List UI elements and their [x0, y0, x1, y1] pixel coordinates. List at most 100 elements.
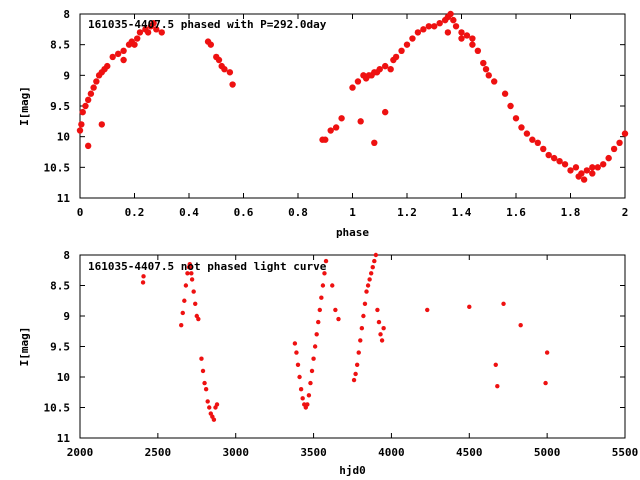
data-point	[469, 35, 476, 42]
data-point	[583, 167, 591, 174]
y-tick-label: 8.5	[50, 39, 70, 52]
data-point	[153, 26, 160, 33]
data-point	[561, 161, 569, 168]
y-tick-label: 11	[57, 432, 71, 445]
data-point	[87, 90, 95, 97]
data-point	[78, 121, 85, 128]
y-tick-label: 10	[57, 131, 70, 144]
data-point	[295, 362, 301, 367]
data-point	[501, 90, 509, 97]
x-tick-label: 3500	[300, 446, 327, 459]
data-point	[322, 136, 329, 143]
data-point	[323, 258, 329, 264]
y-tick-label: 10.5	[44, 161, 71, 174]
data-point	[353, 371, 358, 377]
data-point	[534, 139, 541, 146]
data-point	[150, 20, 157, 27]
data-point	[356, 350, 361, 355]
data-point	[594, 164, 601, 171]
data-point	[134, 35, 141, 42]
data-point	[316, 319, 321, 325]
y-tick-label: 9	[63, 69, 70, 82]
data-point	[79, 108, 86, 116]
data-point	[120, 47, 127, 54]
data-point	[298, 387, 304, 392]
data-point	[319, 295, 324, 300]
x-tick-label: 3000	[222, 446, 249, 459]
data-point	[141, 274, 146, 279]
y-tick-label: 10	[57, 371, 70, 384]
data-point	[333, 307, 338, 313]
data-point	[320, 283, 326, 288]
data-point	[605, 154, 612, 162]
phased-light-curve-panel: 0 0.2 0.4 0.6 0.8 1 1.2 1.4 1.6 1.8 2 8 8.5 9 9.5 10 10.…	[18, 8, 628, 239]
data-point	[600, 161, 607, 168]
data-point	[381, 326, 386, 331]
x-tick-label: 2500	[145, 446, 172, 459]
data-point	[621, 130, 629, 137]
data-point	[300, 396, 305, 401]
data-point	[450, 16, 457, 24]
data-point	[98, 121, 106, 128]
data-point	[221, 66, 228, 73]
y-tick-label: 8	[63, 8, 70, 21]
chart-title: 161035-4407.5 not phased light curve	[88, 260, 327, 273]
x-tick-label: 0.8	[288, 206, 308, 219]
data-point	[436, 20, 443, 27]
data-point	[463, 32, 471, 39]
data-point	[431, 23, 438, 30]
data-point	[189, 277, 195, 282]
data-point	[338, 115, 345, 122]
x-tick-label: 0.6	[234, 206, 254, 219]
x-tick-label: 5000	[534, 446, 561, 459]
data-point	[409, 35, 416, 42]
y-tick-label: 11	[57, 192, 71, 205]
data-point	[376, 319, 382, 325]
data-point	[376, 66, 383, 73]
data-point	[507, 102, 514, 110]
data-point	[305, 402, 310, 407]
x-tick-label: 4500	[456, 446, 483, 459]
data-point	[354, 78, 362, 85]
data-point	[556, 158, 563, 165]
data-point	[104, 62, 111, 70]
chart-title: 161035-4407.5 phased with P=292.0day	[88, 18, 327, 31]
data-point	[392, 53, 400, 61]
data-point	[523, 130, 531, 137]
data-point	[580, 176, 588, 183]
data-point	[336, 316, 341, 322]
data-point	[589, 164, 596, 171]
data-point	[610, 145, 618, 153]
data-point	[372, 258, 377, 264]
data-point	[358, 338, 363, 343]
data-point	[226, 69, 234, 76]
y-tick-label: 9.5	[50, 341, 70, 354]
data-point	[292, 341, 298, 346]
data-point	[203, 387, 209, 392]
data-point	[518, 124, 525, 131]
data-point	[90, 84, 97, 91]
x-axis-label: hjd0	[339, 464, 366, 477]
x-tick-label: 0.2	[125, 206, 145, 219]
data-point	[314, 332, 319, 337]
data-point	[327, 127, 334, 134]
data-point	[312, 344, 318, 349]
data-point	[357, 118, 364, 125]
data-point	[368, 271, 374, 276]
data-point	[136, 29, 144, 36]
data-point	[482, 66, 490, 73]
data-point	[495, 383, 500, 389]
data-point	[205, 399, 210, 404]
plot-frame	[79, 13, 626, 199]
data-point	[131, 41, 138, 48]
data-point	[425, 307, 430, 313]
data-point	[371, 139, 378, 146]
data-point	[362, 301, 368, 306]
x-tick-label: 1.6	[506, 206, 526, 219]
data-point	[349, 84, 356, 91]
data-point	[398, 47, 405, 54]
x-tick-label: 2000	[67, 446, 94, 459]
data-point	[183, 283, 189, 288]
x-tick-label: 2	[622, 206, 629, 219]
data-point	[469, 41, 476, 48]
